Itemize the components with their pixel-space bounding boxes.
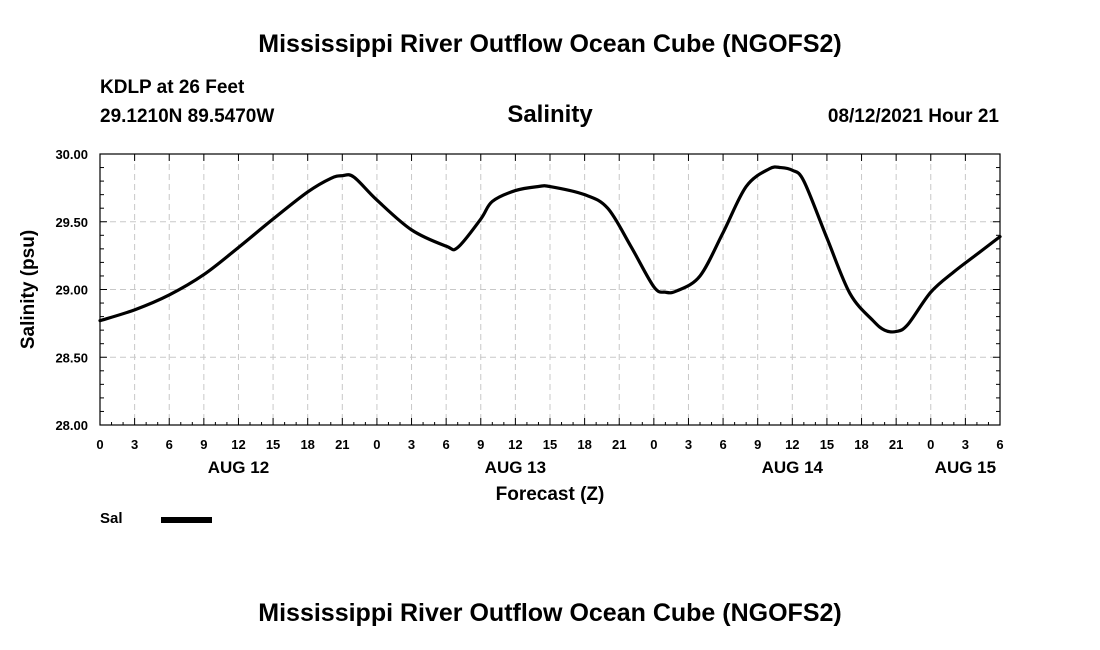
station-coordinates: 29.1210N 89.5470W xyxy=(100,106,275,127)
chart-subtitle: Salinity xyxy=(507,101,593,128)
x-tick-label: 12 xyxy=(231,437,245,452)
x-tick-label: 21 xyxy=(612,437,626,452)
plot-frame xyxy=(99,153,1001,426)
x-tick-label: 12 xyxy=(785,437,799,452)
x-tick-label: 3 xyxy=(408,437,415,452)
y-tick-label: 30.00 xyxy=(55,147,88,162)
x-tick-label: 6 xyxy=(719,437,726,452)
chart-main-title: Mississippi River Outflow Ocean Cube (NG… xyxy=(258,30,842,58)
day-label: AUG 12 xyxy=(208,458,269,477)
x-tick-label: 9 xyxy=(477,437,484,452)
x-axis-label: Forecast (Z) xyxy=(496,484,605,505)
x-tick-label: 12 xyxy=(508,437,522,452)
y-tick-label: 28.00 xyxy=(55,418,88,433)
x-tick-label: 18 xyxy=(300,437,314,452)
x-tick-label: 0 xyxy=(650,437,657,452)
x-tick-label: 15 xyxy=(820,437,834,452)
x-tick-label: 6 xyxy=(996,437,1003,452)
day-label: AUG 14 xyxy=(762,458,824,477)
x-tick-label: 6 xyxy=(166,437,173,452)
x-tick-label: 0 xyxy=(96,437,103,452)
x-tick-label: 21 xyxy=(889,437,903,452)
y-tick-label: 29.50 xyxy=(55,215,88,230)
legend-line-swatch xyxy=(161,517,212,523)
series-line-sal xyxy=(98,165,1002,334)
x-tick-label: 0 xyxy=(927,437,934,452)
x-tick-label: 21 xyxy=(335,437,349,452)
x-tick-label: 3 xyxy=(685,437,692,452)
x-tick-label: 18 xyxy=(854,437,868,452)
station-label: KDLP at 26 Feet xyxy=(100,77,245,98)
x-tick-label: 9 xyxy=(754,437,761,452)
y-tick-label: 28.50 xyxy=(55,350,88,365)
x-tick-label: 18 xyxy=(577,437,591,452)
x-tick-label: 3 xyxy=(131,437,138,452)
day-label: AUG 15 xyxy=(935,458,996,477)
y-tick-label: 29.00 xyxy=(55,283,88,298)
footer-title: Mississippi River Outflow Ocean Cube (NG… xyxy=(258,599,842,627)
x-tick-label: 3 xyxy=(962,437,969,452)
x-tick-label: 9 xyxy=(200,437,207,452)
day-label: AUG 13 xyxy=(485,458,546,477)
legend-label: Sal xyxy=(100,510,123,527)
x-tick-label: 15 xyxy=(543,437,557,452)
x-tick-label: 15 xyxy=(266,437,280,452)
forecast-datetime: 08/12/2021 Hour 21 xyxy=(827,106,999,127)
x-tick-label: 0 xyxy=(373,437,380,452)
x-tick-label: 6 xyxy=(443,437,450,452)
y-axis-label: Salinity (psu) xyxy=(18,230,39,349)
